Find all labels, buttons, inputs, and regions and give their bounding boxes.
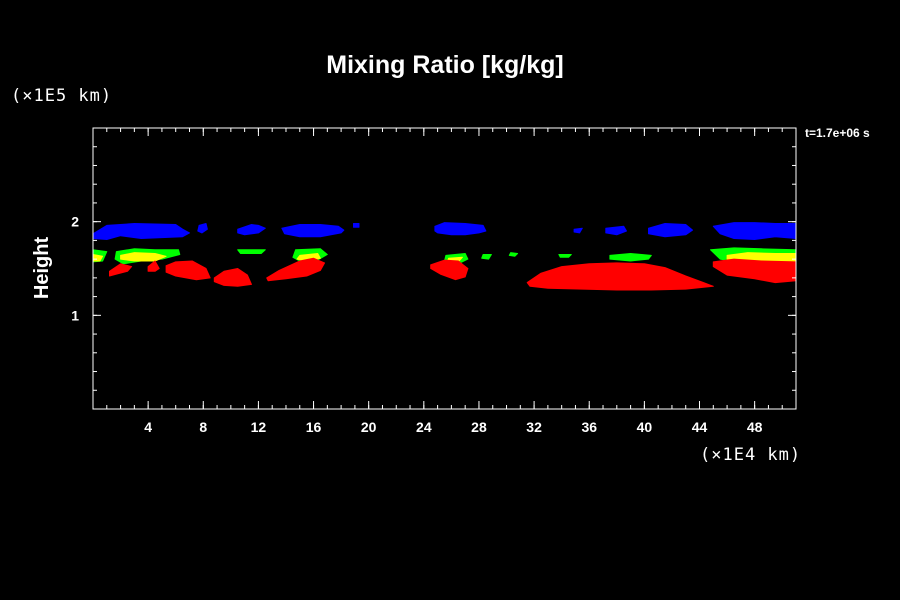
contour-region-red-25 [109,263,133,277]
contour-region-blue-7 [605,225,627,236]
contour-region-blue-6 [573,227,583,234]
plot-frame [92,127,797,410]
contour-region-green-16 [508,252,519,257]
x-tick-label: 16 [306,419,322,435]
contour-region-green-17 [558,254,572,258]
contour-region-blue-1 [197,223,208,234]
contour-region-red-30 [430,259,469,281]
x-tick-label: 32 [526,419,542,435]
contour-region-red-32 [712,258,797,284]
contour-region-red-29 [266,257,326,282]
contour-region-blue-3 [281,224,345,238]
contour-region-blue-5 [434,222,487,236]
contour-region-green-12 [237,249,266,254]
contour-region-red-28 [213,268,252,287]
contour-region-blue-8 [648,223,694,238]
contour-regions [92,222,797,291]
contour-region-blue-0 [92,223,190,240]
x-tick-label: 40 [637,419,653,435]
chart-title: Mixing Ratio [kg/kg] [326,51,564,79]
contour-region-red-31 [526,262,714,291]
x-tick-label: 12 [251,419,267,435]
x-tick-label: 8 [199,419,207,435]
contour-region-yellow-21 [120,252,167,262]
x-tick-label: 36 [581,419,597,435]
contour-region-blue-2 [237,224,266,236]
y-tick-label: 1 [71,307,79,323]
x-tick-label: 4 [144,419,152,435]
contour-region-red-27 [165,260,211,281]
contour-region-green-18 [609,253,652,262]
x-tick-label: 48 [747,419,763,435]
x-tick-label: 24 [416,419,432,435]
contour-region-green-15 [481,254,492,260]
y-unit-label: (×1E5 km) [11,86,112,106]
time-label: t=1.7e+06 s [805,126,870,140]
x-unit-label: (×1E4 km) [700,445,801,465]
contour-region-red-26 [147,260,160,272]
y-axis-label: Height [31,237,53,300]
x-tick-label: 28 [471,419,487,435]
x-tick-label: 20 [361,419,377,435]
contour-region-blue-4 [353,223,360,228]
y-tick-label: 2 [71,214,79,230]
x-tick-label: 44 [692,419,708,435]
